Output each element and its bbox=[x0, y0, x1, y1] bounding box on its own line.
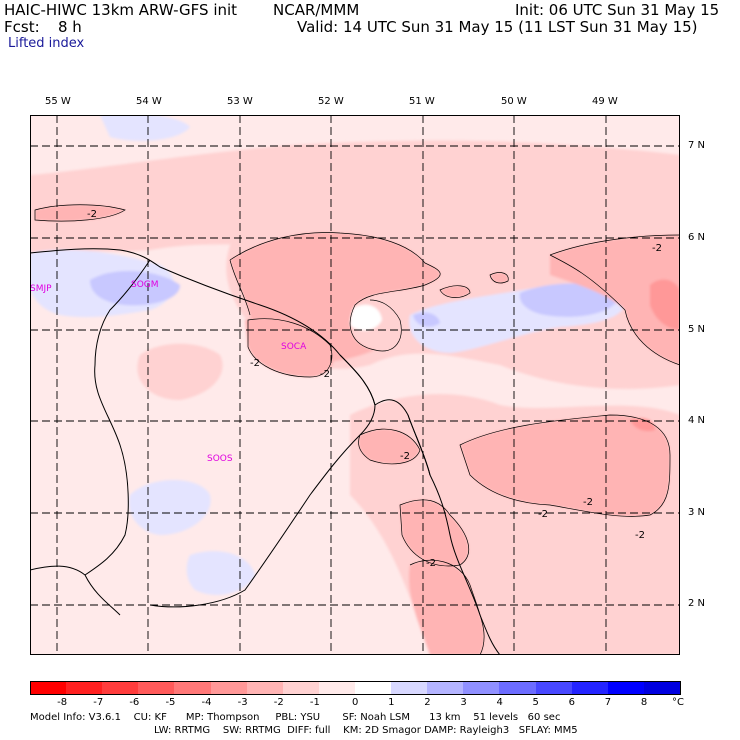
colorbar-swatch bbox=[318, 681, 356, 695]
forecast-hour: 8 h bbox=[58, 18, 82, 36]
colorbar-swatch bbox=[607, 681, 645, 695]
model-title: HAIC-HIWC 13km ARW-GFS init bbox=[4, 1, 238, 19]
colorbar-swatch bbox=[535, 681, 573, 695]
colorbar-tick-label: 1 bbox=[388, 697, 395, 708]
lon-label: 49 W bbox=[592, 96, 618, 107]
contour-label: -2 bbox=[652, 243, 662, 254]
lon-label: 53 W bbox=[227, 96, 253, 107]
contour-label: -2 bbox=[583, 497, 593, 508]
colorbar-swatch bbox=[463, 681, 500, 695]
model-info-line1: Model Info: V3.6.1 CU: KF MP: Thompson P… bbox=[30, 712, 561, 723]
lon-label: 55 W bbox=[45, 96, 71, 107]
forecast-label: Fcst: bbox=[4, 18, 40, 36]
lat-label: 6 N bbox=[688, 232, 706, 243]
station-label: SOCA bbox=[281, 342, 307, 352]
colorbar-swatch bbox=[30, 681, 68, 695]
border bbox=[407, 414, 431, 476]
colorbar-swatch bbox=[246, 681, 284, 695]
station-label: SOOS bbox=[207, 454, 233, 464]
map-frame bbox=[30, 115, 680, 655]
colorbar-swatch bbox=[282, 681, 320, 695]
colorbar-tick-label: -7 bbox=[93, 697, 104, 708]
colorbar-swatch bbox=[355, 681, 392, 695]
colorbar-swatch bbox=[138, 681, 175, 695]
colorbar-tick-label: 0 bbox=[352, 697, 359, 708]
lat-label: 5 N bbox=[688, 324, 706, 335]
colorbar-swatch bbox=[499, 681, 537, 695]
lifted-index-map: -2 -2 -2 -2 -2 -2 -2 -2 -2 SMJP SOGM SOC… bbox=[30, 115, 680, 655]
contour-label: -2 bbox=[426, 558, 436, 569]
colorbar-swatch bbox=[427, 681, 464, 695]
lat-label: 3 N bbox=[688, 507, 706, 518]
field-name: Lifted index bbox=[8, 36, 85, 51]
lat-label: 2 N bbox=[688, 598, 706, 609]
colorbar-tick-label: 5 bbox=[532, 697, 539, 708]
border bbox=[84, 259, 151, 576]
lon-label: 52 W bbox=[318, 96, 344, 107]
colorbar-tick-label: -6 bbox=[129, 697, 140, 708]
contour-label: -2 bbox=[87, 209, 97, 220]
init-time: Init: 06 UTC Sun 31 May 15 bbox=[515, 1, 720, 19]
lat-label: 7 N bbox=[688, 140, 706, 151]
colorbar-tick-label: 6 bbox=[568, 697, 576, 708]
colorbar-tick-label: -8 bbox=[57, 697, 68, 708]
contour-label: -2 bbox=[400, 451, 410, 462]
colorbar-swatch bbox=[643, 681, 682, 695]
colorbar-tick-label: 2 bbox=[424, 697, 431, 708]
colorbar-tick-label: -3 bbox=[237, 697, 248, 708]
lat-label: 4 N bbox=[688, 415, 706, 426]
colorbar-swatch bbox=[66, 681, 103, 695]
border bbox=[30, 565, 86, 576]
colorbar-tick-label: -4 bbox=[201, 697, 212, 708]
border bbox=[149, 354, 376, 608]
contour-label: -2 bbox=[538, 509, 548, 520]
colorbar-tick-label: -2 bbox=[273, 697, 284, 708]
valid-time: Valid: 14 UTC Sun 31 May 15 (11 LST Sun … bbox=[297, 18, 698, 36]
contour-label: -2 bbox=[635, 530, 645, 541]
model-info-line2: LW: RRTMG SW: RRTMG DIFF: full KM: 2D Sm… bbox=[154, 725, 578, 736]
contour-label: -2 bbox=[250, 358, 260, 369]
colorbar-tick-label: 7 bbox=[604, 697, 612, 708]
colorbar-swatch bbox=[102, 681, 139, 695]
colorbar-unit: °C bbox=[672, 697, 684, 708]
colorbar-tick-label: 3 bbox=[460, 697, 467, 708]
lon-label: 54 W bbox=[136, 96, 162, 107]
border bbox=[84, 574, 121, 616]
lon-label: 50 W bbox=[501, 96, 527, 107]
station-label: SMJP bbox=[30, 284, 52, 294]
lon-label: 51 W bbox=[409, 96, 435, 107]
colorbar-tick-label: -1 bbox=[309, 697, 320, 708]
organization-label: NCAR/MMM bbox=[273, 1, 360, 19]
colorbar-swatch bbox=[210, 681, 248, 695]
colorbar-tick-label: 4 bbox=[496, 697, 503, 708]
colorbar-swatch bbox=[571, 681, 609, 695]
colorbar-tick-label: 8 bbox=[640, 697, 648, 708]
colorbar-swatch bbox=[391, 681, 428, 695]
contour-label: -2 bbox=[320, 369, 330, 380]
station-label: SOGM bbox=[131, 280, 159, 290]
colorbar-swatch bbox=[174, 681, 212, 695]
colorbar-tick-label: -5 bbox=[165, 697, 176, 708]
